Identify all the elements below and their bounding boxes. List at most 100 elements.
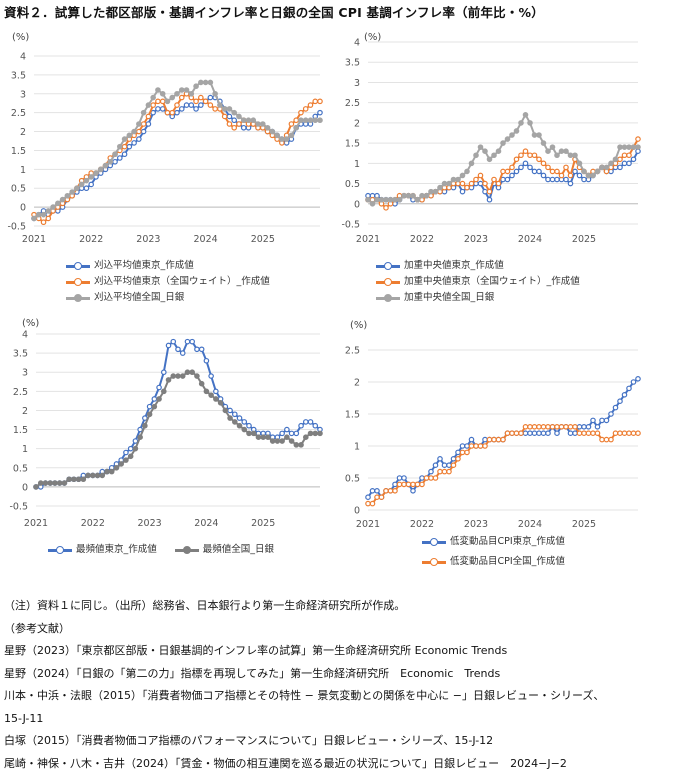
data-point (175, 110, 179, 114)
data-point (162, 389, 166, 393)
data-point (532, 153, 536, 157)
data-point (627, 153, 631, 157)
data-point (256, 435, 260, 439)
data-point (214, 397, 218, 401)
data-point (541, 161, 545, 165)
data-point (483, 444, 487, 448)
y-unit-label: (%) (22, 318, 39, 329)
x-tick-label: 2024 (194, 518, 218, 529)
data-point (465, 185, 469, 189)
data-point (237, 114, 241, 118)
data-point (582, 177, 586, 181)
y-unit-label: (%) (12, 32, 29, 43)
legend-label: 加重中央値全国_日銀 (404, 290, 494, 306)
data-point (318, 431, 322, 435)
data-point (604, 437, 608, 441)
data-point (555, 431, 559, 435)
data-point (460, 173, 464, 177)
series-2 (366, 425, 640, 506)
data-point (487, 198, 491, 202)
data-point (195, 347, 199, 351)
data-point (613, 431, 617, 435)
data-point (313, 99, 317, 103)
data-point (152, 397, 156, 401)
data-point (384, 206, 388, 210)
data-point (94, 171, 98, 175)
x-tick-label: 2023 (464, 519, 488, 530)
data-point (573, 425, 577, 429)
data-point (208, 103, 212, 107)
data-point (147, 404, 151, 408)
data-point (496, 149, 500, 153)
series-3 (366, 113, 640, 206)
data-point (429, 476, 433, 480)
data-point (573, 153, 577, 157)
data-point (537, 133, 541, 137)
data-point (514, 431, 518, 435)
y-tick-label: 1.5 (11, 146, 26, 157)
data-point (222, 107, 226, 111)
data-point (185, 370, 189, 374)
data-point (483, 181, 487, 185)
legend-label: 最頻値全国_日銀 (203, 542, 274, 558)
data-point (492, 153, 496, 157)
legend-low-variance: 低変動品目CPI東京_作成値低変動品目CPI全国_作成値 (422, 532, 565, 572)
data-point (438, 457, 442, 461)
data-point (156, 99, 160, 103)
data-point (299, 424, 303, 428)
legend-item: 刈込平均値東京_作成値 (66, 258, 270, 274)
x-tick-label: 2022 (410, 234, 434, 245)
data-point (541, 173, 545, 177)
data-point (118, 156, 122, 160)
data-point (451, 457, 455, 461)
data-point (424, 476, 428, 480)
y-tick-label: 0.5 (345, 179, 360, 190)
data-point (233, 420, 237, 424)
data-point (402, 482, 406, 486)
note-line: 白塚（2015）「消費者物価コア指標のパフォーマンスについて」日銀レビュー・シリ… (4, 730, 676, 753)
data-point (487, 157, 491, 161)
data-point (532, 431, 536, 435)
data-point (285, 435, 289, 439)
data-point (176, 374, 180, 378)
x-tick-label: 2025 (572, 234, 596, 245)
data-point (456, 450, 460, 454)
data-point (132, 141, 136, 145)
data-point (204, 359, 208, 363)
data-point (124, 458, 128, 462)
legend-trimmed-mean: 刈込平均値東京_作成値刈込平均値東京（全国ウェイト）_作成値刈込平均値全国_日銀 (66, 258, 270, 306)
data-point (180, 88, 184, 92)
data-point (166, 343, 170, 347)
data-point (79, 182, 83, 186)
data-point (141, 122, 145, 126)
x-tick-label: 2025 (251, 234, 275, 245)
data-point (190, 370, 194, 374)
data-point (505, 177, 509, 181)
data-point (438, 185, 442, 189)
data-point (447, 181, 451, 185)
data-point (161, 99, 165, 103)
data-point (46, 209, 50, 213)
data-point (289, 439, 293, 443)
data-point (304, 107, 308, 111)
x-tick-label: 2021 (22, 234, 46, 245)
data-point (501, 437, 505, 441)
data-point (622, 145, 626, 149)
data-point (568, 181, 572, 185)
data-point (379, 198, 383, 202)
y-tick-label: 2 (20, 127, 26, 138)
data-point (280, 137, 284, 141)
data-point (170, 95, 174, 99)
data-point (447, 469, 451, 473)
data-point (84, 186, 88, 190)
data-point (546, 177, 550, 181)
data-point (122, 152, 126, 156)
data-point (166, 378, 170, 382)
data-point (613, 157, 617, 161)
data-point (442, 469, 446, 473)
data-point (113, 160, 117, 164)
data-point (609, 437, 613, 441)
data-point (375, 489, 379, 493)
data-point (487, 437, 491, 441)
data-point (604, 418, 608, 422)
